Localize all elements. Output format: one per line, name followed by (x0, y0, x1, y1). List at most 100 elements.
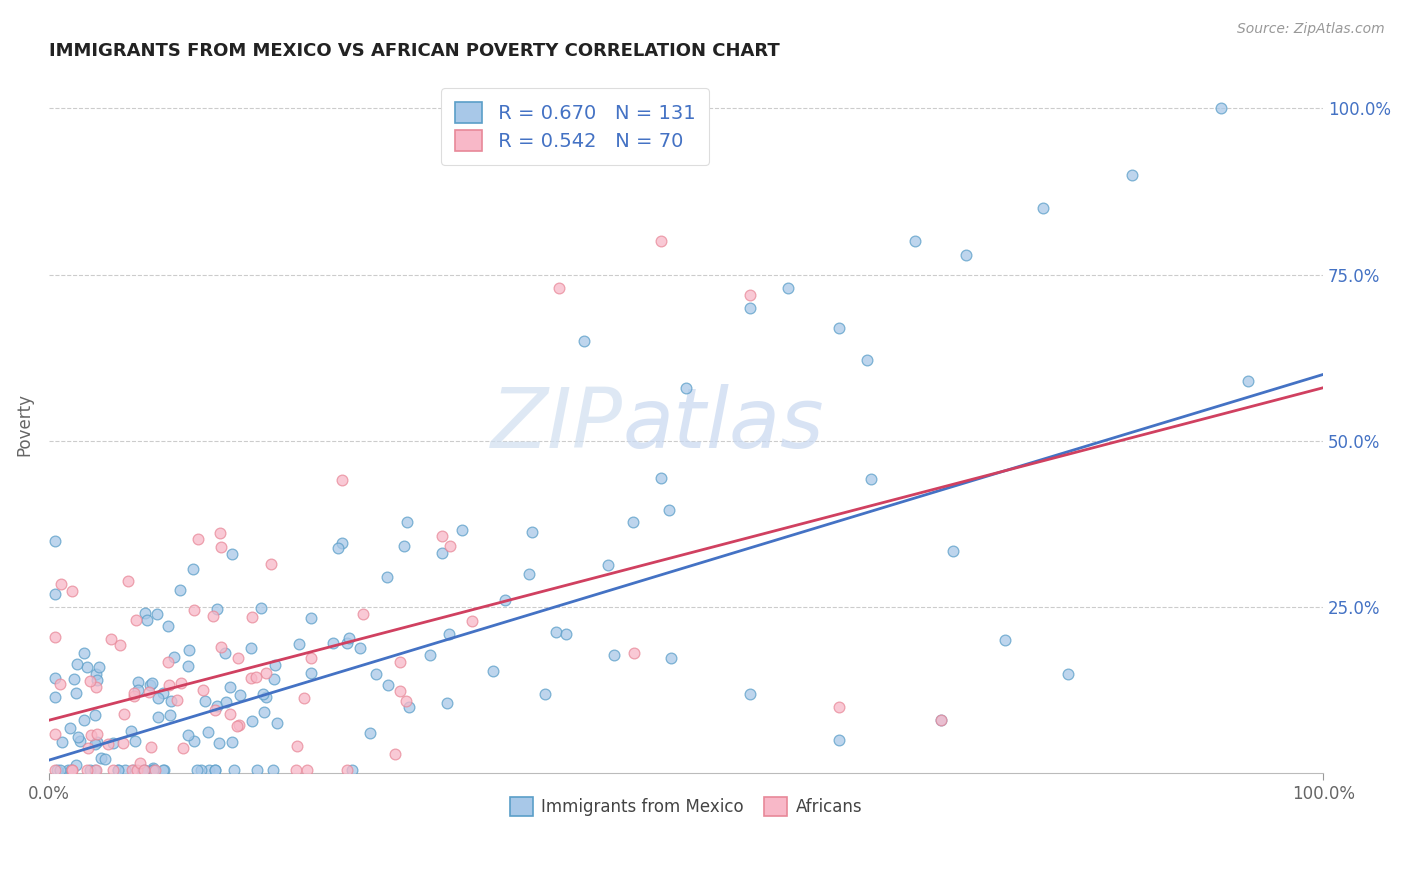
Point (79, 674, 101, 689)
Point (194, 694, 217, 708)
Point (197, 724, 219, 739)
Point (209, 540, 232, 554)
Point (86, 673, 108, 687)
Point (84, 737, 107, 751)
Point (129, 756, 152, 771)
Point (121, 763, 143, 777)
Point (122, 690, 145, 704)
Point (266, 716, 288, 731)
Point (142, 761, 165, 775)
Point (69, 734, 91, 748)
Point (87, 660, 110, 674)
Point (201, 609, 224, 624)
Point (112, 707, 135, 722)
Point (650, 471, 672, 485)
Point (366, 667, 388, 681)
Point (1237, 374, 1260, 388)
Point (142, 763, 165, 777)
Point (191, 682, 214, 697)
Point (738, 287, 761, 301)
Point (100, 632, 122, 646)
Point (65, 757, 87, 772)
Point (159, 707, 181, 722)
Point (114, 763, 136, 777)
Point (299, 651, 322, 665)
Point (103, 763, 125, 777)
Point (49, 576, 72, 591)
Point (152, 686, 174, 700)
Point (1057, 666, 1080, 681)
Point (245, 671, 267, 685)
Point (384, 747, 406, 762)
Point (738, 687, 761, 701)
Point (285, 763, 308, 777)
Point (183, 603, 205, 617)
Point (79, 763, 101, 777)
Point (60, 763, 83, 777)
Point (134, 607, 156, 621)
Point (44, 690, 66, 704)
Point (395, 515, 418, 529)
Point (517, 567, 540, 582)
Point (430, 546, 453, 560)
Point (349, 640, 371, 655)
Point (603, 648, 626, 662)
Point (955, 248, 977, 262)
Point (124, 733, 146, 747)
Point (186, 763, 208, 777)
Point (56, 763, 79, 777)
Point (169, 583, 191, 598)
Text: ZIP: ZIP (491, 384, 623, 465)
Point (260, 558, 283, 572)
Point (336, 763, 359, 777)
Point (359, 726, 381, 740)
Point (135, 613, 157, 627)
Point (222, 763, 245, 777)
Point (675, 381, 697, 395)
Point (240, 610, 263, 624)
Point (177, 659, 200, 673)
Point (117, 574, 139, 589)
Point (451, 523, 474, 537)
Point (330, 536, 353, 550)
Point (226, 650, 249, 665)
Legend: Immigrants from Mexico, Africans: Immigrants from Mexico, Africans (502, 789, 870, 824)
Point (110, 638, 132, 652)
Point (125, 763, 148, 777)
Point (738, 301, 761, 315)
Point (163, 649, 186, 664)
Point (60, 763, 83, 777)
Point (377, 678, 399, 692)
Point (205, 602, 228, 616)
Point (659, 651, 682, 665)
Point (658, 503, 681, 517)
Point (142, 763, 165, 777)
Point (83, 763, 105, 777)
Point (299, 611, 322, 625)
Point (204, 763, 226, 777)
Point (48, 763, 70, 777)
Point (929, 713, 952, 727)
Point (650, 235, 672, 249)
Point (160, 694, 183, 708)
Point (143, 763, 166, 777)
Point (152, 763, 174, 777)
Point (157, 655, 180, 669)
Point (254, 665, 277, 680)
Point (208, 736, 231, 750)
Point (240, 714, 263, 729)
Point (856, 353, 879, 368)
Point (73, 713, 96, 727)
Point (205, 698, 228, 713)
Point (904, 235, 927, 249)
Point (254, 690, 277, 704)
Point (86, 727, 108, 741)
Point (132, 763, 155, 777)
Point (221, 734, 243, 748)
Point (623, 516, 645, 530)
Y-axis label: Poverty: Poverty (15, 392, 32, 456)
Point (90, 751, 112, 765)
Point (166, 693, 188, 707)
Point (44, 727, 66, 741)
Point (214, 646, 236, 660)
